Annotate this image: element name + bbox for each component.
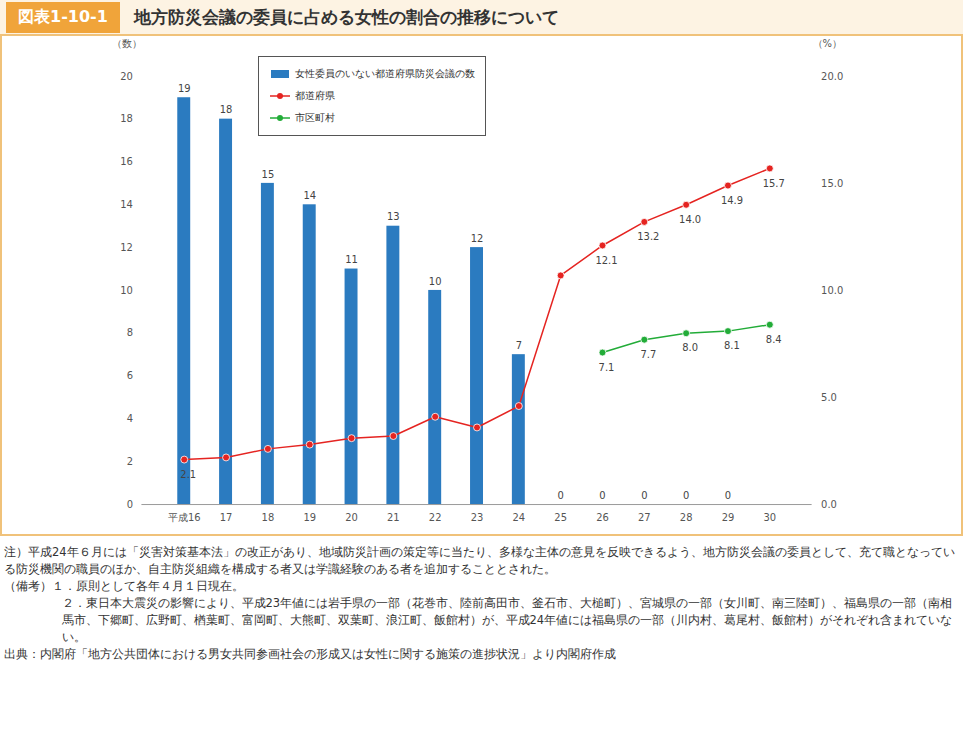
svg-text:23: 23	[471, 512, 484, 523]
svg-text:13: 13	[387, 211, 400, 222]
svg-text:12: 12	[471, 233, 484, 244]
svg-text:0: 0	[558, 490, 564, 501]
html-text:地方防災会議の委員に占める女性の割合の推移について: 地方防災会議の委員に占める女性の割合の推移について	[133, 6, 559, 27]
svg-text:10.0: 10.0	[821, 285, 843, 296]
svg-text:15.0: 15.0	[821, 178, 843, 189]
svg-text:15: 15	[262, 169, 275, 180]
html-text:女性委員のいない都道府県防災会議の数: 女性委員のいない都道府県防災会議の数	[295, 68, 475, 79]
svg-text:25: 25	[554, 512, 567, 523]
svg-text:12.1: 12.1	[595, 255, 617, 266]
svg-text:14: 14	[120, 199, 133, 210]
svg-text:14: 14	[303, 190, 316, 201]
svg-text:18: 18	[120, 113, 133, 124]
svg-text:5.0: 5.0	[821, 392, 837, 403]
svg-text:27: 27	[638, 512, 651, 523]
svg-text:17: 17	[220, 512, 233, 523]
svg-text:7: 7	[516, 340, 522, 351]
svg-text:0: 0	[725, 490, 731, 501]
svg-text:11: 11	[345, 254, 358, 265]
svg-text:24: 24	[513, 512, 526, 523]
svg-text:8.4: 8.4	[766, 334, 782, 345]
svg-text:20: 20	[345, 512, 358, 523]
svg-text:（%）: （%）	[813, 38, 842, 49]
svg-text:15.7: 15.7	[763, 178, 785, 189]
svg-text:20: 20	[120, 71, 133, 82]
svg-text:26: 26	[596, 512, 609, 523]
svg-text:20.0: 20.0	[821, 71, 843, 82]
svg-text:0: 0	[683, 490, 689, 501]
svg-text:21: 21	[387, 512, 400, 523]
svg-text:12: 12	[120, 242, 133, 253]
svg-text:10: 10	[429, 276, 442, 287]
svg-text:0: 0	[599, 490, 605, 501]
svg-text:6: 6	[127, 370, 133, 381]
html-text:出典：内閣府「地方公共団体における男女共同参画社会の形成又は: 出典：内閣府「地方公共団体における男女共同参画社会の形成又は女性に関する施策の進…	[4, 647, 616, 661]
html-text:２．東日本大震災の影響により、平成23年値には岩手県の一部（: ２．東日本大震災の影響により、平成23年値には岩手県の一部（花巻市、陸前高田市、…	[61, 596, 953, 644]
svg-text:0: 0	[127, 499, 133, 510]
svg-text:18: 18	[262, 512, 275, 523]
svg-text:8.1: 8.1	[724, 340, 740, 351]
svg-text:19: 19	[178, 83, 191, 94]
svg-text:8: 8	[127, 327, 133, 338]
html-text:（備考）１．原則として各年４月１日現在。: （備考）１．原則として各年４月１日現在。	[4, 579, 244, 593]
svg-text:4: 4	[127, 413, 133, 424]
svg-text:14.0: 14.0	[679, 214, 701, 225]
svg-text:14.9: 14.9	[721, 195, 743, 206]
svg-text:（数）: （数）	[112, 38, 142, 49]
html-text:注）平成24年６月には「災害対策基本法」の改正があり、地域防: 注）平成24年６月には「災害対策基本法」の改正があり、地域防災計画の策定等に当た…	[4, 545, 955, 576]
svg-text:10: 10	[120, 285, 133, 296]
svg-text:8.0: 8.0	[682, 342, 698, 353]
svg-text:2: 2	[127, 456, 133, 467]
html-text:市区町村: 市区町村	[295, 112, 335, 123]
svg-text:13.2: 13.2	[637, 231, 659, 242]
svg-text:7.1: 7.1	[599, 362, 615, 373]
svg-text:19: 19	[303, 512, 316, 523]
svg-text:7.7: 7.7	[640, 349, 656, 360]
svg-text:28: 28	[680, 512, 693, 523]
svg-text:平成16: 平成16	[168, 512, 201, 523]
svg-text:18: 18	[220, 104, 233, 115]
svg-text:29: 29	[722, 512, 735, 523]
svg-text:30: 30	[763, 512, 776, 523]
svg-text:22: 22	[429, 512, 442, 523]
html-text:図表1-10-1: 図表1-10-1	[18, 6, 108, 26]
svg-text:0: 0	[641, 490, 647, 501]
svg-text:0.0: 0.0	[821, 499, 837, 510]
html-text:都道府県: 都道府県	[295, 90, 335, 101]
svg-text:16: 16	[120, 156, 133, 167]
svg-text:2.1: 2.1	[180, 469, 196, 480]
